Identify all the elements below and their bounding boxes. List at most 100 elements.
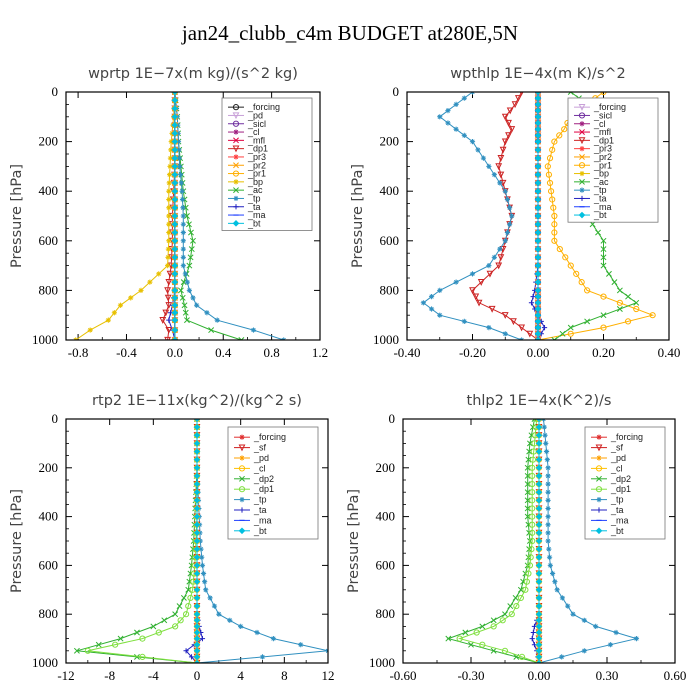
- series-group: [445, 419, 640, 663]
- series-point: [529, 456, 537, 463]
- series-point: [193, 419, 201, 423]
- series-point: [180, 221, 186, 227]
- series-point: [139, 653, 146, 661]
- series-point: [469, 287, 476, 295]
- legend-label: _bt: [247, 218, 261, 228]
- legend-marker: [238, 486, 246, 493]
- series-point: [193, 464, 201, 472]
- series-point: [546, 546, 552, 552]
- series-point: [73, 647, 80, 654]
- legend-label: _ma: [247, 210, 266, 220]
- series-point: [513, 602, 520, 610]
- series-point: [524, 481, 531, 488]
- series-point: [600, 324, 607, 331]
- series-point: [183, 648, 189, 654]
- series-point: [166, 213, 172, 219]
- series-point: [171, 336, 179, 340]
- series-point: [171, 254, 179, 261]
- series-point: [535, 529, 543, 537]
- legend-marker: [595, 465, 603, 472]
- series-point: [171, 220, 179, 228]
- y-tick-label: 0: [52, 84, 59, 99]
- legend-label: _sf: [253, 443, 267, 453]
- series-point: [524, 472, 531, 479]
- series-point: [502, 611, 508, 618]
- series-point: [475, 299, 483, 307]
- legend-marker: [596, 507, 602, 513]
- series-point: [616, 306, 623, 312]
- legend-label: _dp1: [610, 484, 631, 494]
- series-point: [547, 562, 553, 568]
- x-tick-label: -0.40: [393, 345, 420, 360]
- legend-label: _dp1: [247, 144, 268, 154]
- series-point: [171, 121, 179, 129]
- series-point: [535, 488, 543, 496]
- x-tick-label: 1.2: [312, 345, 328, 360]
- legend-marker: [232, 120, 240, 127]
- series-point: [95, 641, 102, 648]
- series-point: [633, 299, 640, 306]
- series-point: [193, 521, 201, 529]
- series-point: [172, 611, 179, 618]
- series-point: [165, 254, 171, 260]
- series-point: [182, 271, 188, 277]
- series-point: [524, 489, 531, 496]
- series-point: [600, 246, 607, 253]
- series-point: [461, 95, 467, 101]
- legend-label: _bt: [610, 526, 624, 536]
- panel-title: wpthlp 1E−4x(m K)/s^2: [450, 66, 626, 82]
- x-tick-label: 0.8: [263, 345, 279, 360]
- y-tick-label: 400: [376, 509, 396, 524]
- series-point: [480, 155, 487, 161]
- series-point: [171, 113, 179, 121]
- series-point: [616, 287, 623, 294]
- series-point: [171, 96, 179, 104]
- series-point: [193, 586, 201, 594]
- series-point: [491, 172, 497, 178]
- series-point: [543, 440, 549, 446]
- series-point: [194, 302, 200, 308]
- legend-marker: [595, 486, 603, 493]
- legend-marker: [232, 170, 240, 177]
- panel-2: rtp2 1E−11x(kg^2)/(kg^2 s) Pressure [hPa]…: [9, 393, 335, 683]
- series-point: [529, 513, 536, 520]
- legend-marker: [239, 434, 245, 440]
- series-point: [167, 172, 173, 178]
- series-point: [535, 562, 543, 569]
- legend-label: _tp: [253, 495, 267, 505]
- series-point: [535, 419, 543, 423]
- series-point: [462, 629, 469, 636]
- series-point: [534, 171, 542, 178]
- series-line-dp1: [87, 419, 198, 663]
- series-point: [514, 95, 522, 102]
- legend-label: _pr2: [247, 160, 266, 170]
- series-point: [112, 641, 119, 648]
- series-point: [611, 279, 618, 286]
- series-point: [193, 488, 201, 496]
- series-point: [193, 616, 201, 624]
- series-point: [166, 196, 172, 203]
- series-point: [254, 629, 260, 636]
- series-point: [535, 570, 543, 577]
- series-point: [486, 263, 492, 269]
- series-point: [534, 92, 542, 96]
- legend-label: _sf: [610, 443, 624, 453]
- y-tick-label: 0: [52, 411, 59, 426]
- series-point: [461, 132, 467, 138]
- legend-box: [567, 97, 659, 223]
- legend-marker: [233, 137, 239, 144]
- legend-marker: [232, 145, 240, 153]
- series-point: [488, 305, 496, 313]
- series-point: [534, 336, 542, 340]
- series-point: [533, 419, 540, 423]
- series-point: [534, 311, 542, 319]
- series-point: [164, 287, 172, 295]
- series-line-tp: [422, 92, 522, 340]
- series-point: [171, 154, 179, 162]
- x-tick-label: -0.20: [459, 345, 486, 360]
- legend-label: _forcing: [247, 102, 280, 112]
- series-point: [545, 497, 551, 503]
- series-point: [259, 654, 266, 660]
- x-tick-label: -0.4: [116, 345, 137, 360]
- legend-marker: [596, 475, 602, 482]
